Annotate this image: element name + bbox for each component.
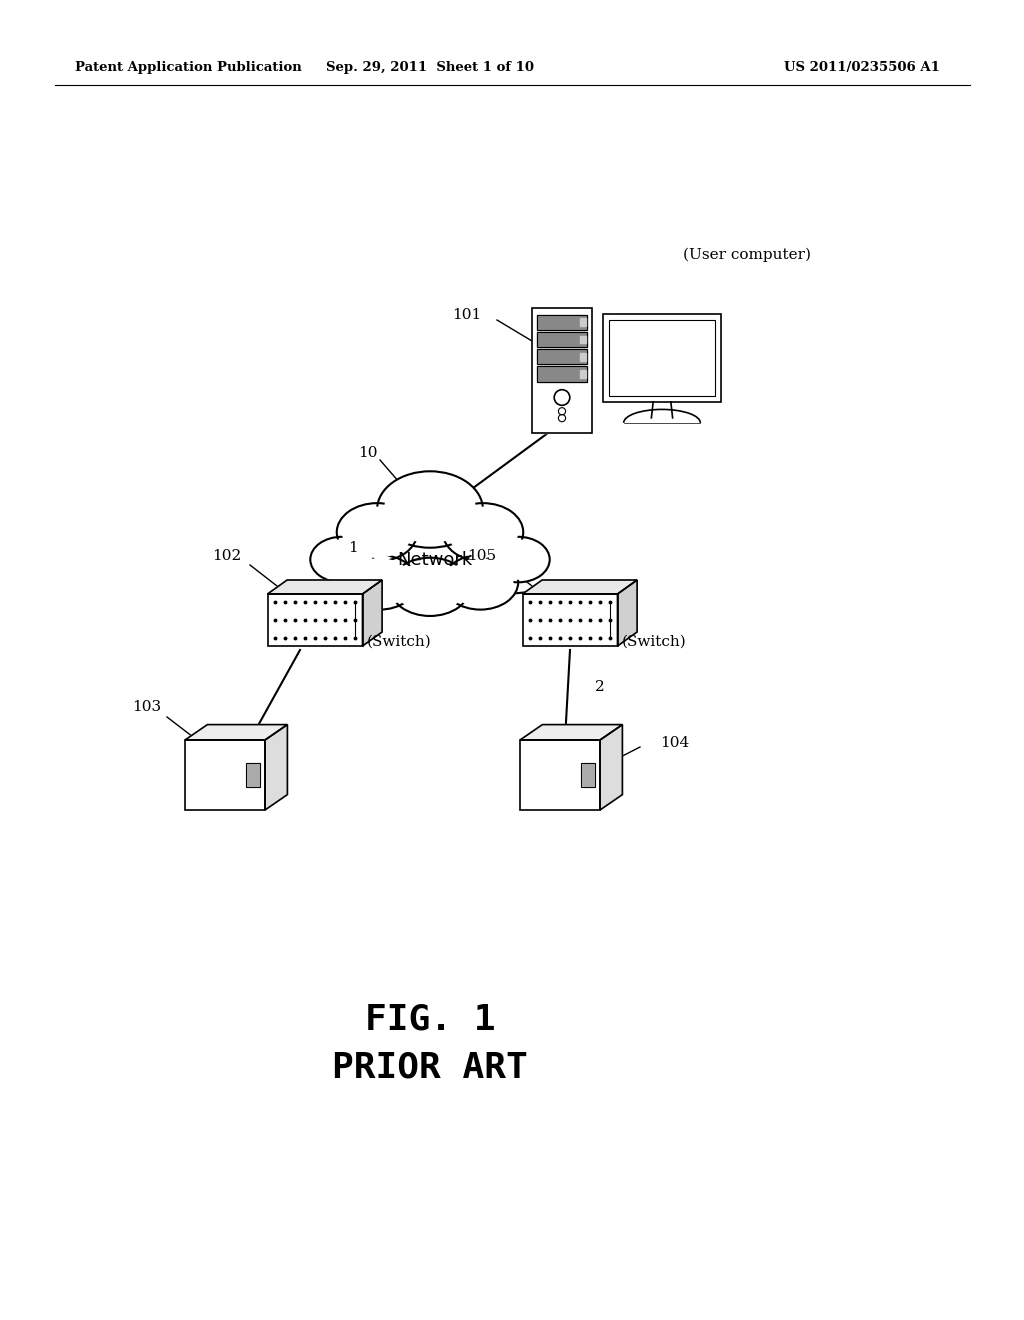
Ellipse shape [310, 537, 374, 582]
Polygon shape [537, 314, 587, 330]
Polygon shape [520, 725, 623, 741]
Polygon shape [603, 314, 721, 403]
Polygon shape [537, 331, 587, 347]
Text: 2: 2 [595, 680, 605, 694]
Text: Sep. 29, 2011  Sheet 1 of 10: Sep. 29, 2011 Sheet 1 of 10 [326, 62, 534, 74]
Polygon shape [267, 579, 382, 594]
Polygon shape [185, 725, 288, 741]
Text: 10: 10 [358, 446, 378, 459]
Text: PRIOR ART: PRIOR ART [332, 1051, 528, 1085]
Bar [603, 314, 721, 403]
Ellipse shape [442, 554, 518, 610]
Polygon shape [267, 594, 362, 645]
Polygon shape [522, 594, 617, 645]
Text: 104: 104 [660, 737, 689, 750]
Ellipse shape [449, 507, 517, 557]
Ellipse shape [442, 503, 523, 561]
Ellipse shape [385, 477, 475, 543]
Polygon shape [246, 763, 260, 787]
Polygon shape [362, 579, 382, 645]
Text: (User computer): (User computer) [683, 248, 811, 263]
Bar [609, 319, 715, 396]
Bar [581, 763, 595, 787]
Bar [537, 314, 587, 330]
Polygon shape [265, 725, 288, 810]
Text: 101: 101 [453, 308, 481, 322]
Polygon shape [581, 318, 586, 326]
Bar [246, 763, 260, 787]
Polygon shape [522, 579, 637, 594]
Polygon shape [532, 308, 592, 433]
Text: 103: 103 [132, 700, 162, 714]
Text: (Switch): (Switch) [622, 635, 687, 649]
Polygon shape [581, 335, 586, 343]
Polygon shape [651, 403, 673, 418]
Polygon shape [520, 741, 600, 810]
Ellipse shape [347, 558, 412, 606]
Polygon shape [537, 348, 587, 364]
Ellipse shape [377, 471, 483, 548]
Text: FIG. 1: FIG. 1 [365, 1003, 496, 1038]
Bar [537, 366, 587, 381]
Ellipse shape [492, 540, 545, 579]
Polygon shape [185, 741, 265, 810]
Ellipse shape [449, 558, 513, 606]
Bar [532, 308, 592, 433]
Ellipse shape [342, 554, 418, 610]
Polygon shape [581, 370, 586, 378]
Text: 102: 102 [212, 549, 242, 564]
Ellipse shape [337, 503, 418, 561]
Text: Network: Network [397, 550, 473, 569]
Text: 1: 1 [348, 541, 357, 554]
Bar [537, 331, 587, 347]
Text: US 2011/0235506 A1: US 2011/0235506 A1 [784, 62, 940, 74]
Polygon shape [581, 763, 595, 787]
Text: Patent Application Publication: Patent Application Publication [75, 62, 302, 74]
Polygon shape [617, 579, 637, 645]
Ellipse shape [342, 507, 412, 557]
Ellipse shape [314, 540, 369, 579]
Polygon shape [581, 352, 586, 360]
Text: (Switch): (Switch) [367, 635, 432, 649]
Polygon shape [537, 366, 587, 381]
Bar [537, 348, 587, 364]
Ellipse shape [486, 537, 550, 582]
Polygon shape [600, 725, 623, 810]
Ellipse shape [395, 562, 465, 611]
Text: 105: 105 [467, 549, 497, 564]
Ellipse shape [390, 558, 470, 616]
